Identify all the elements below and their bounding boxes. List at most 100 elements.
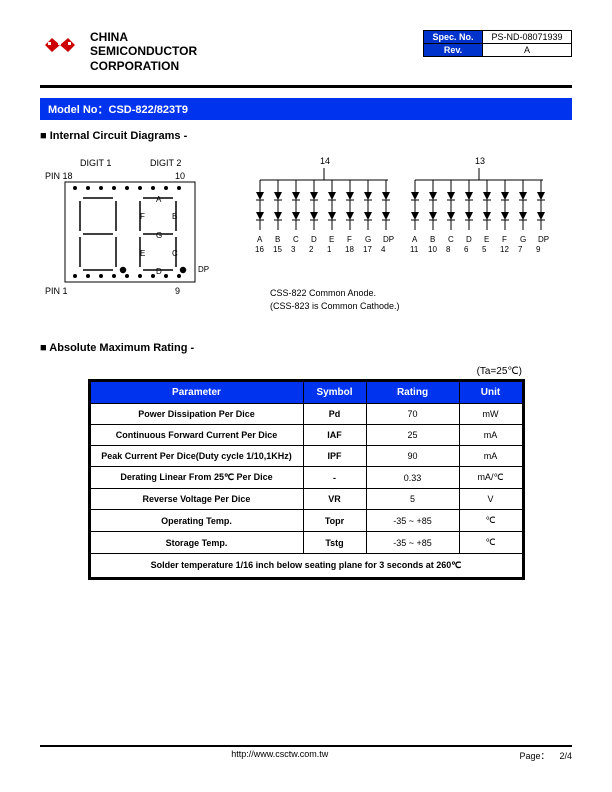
ratings-table: Parameter Symbol Rating Unit Power Dissi… [90, 381, 523, 578]
pin1-label: PIN 1 [45, 286, 68, 296]
cell-rating: 25 [366, 425, 459, 446]
pin10-label: 10 [175, 171, 185, 181]
solder-row: Solder temperature 1/16 inch below seati… [90, 554, 522, 578]
logo-icon [40, 30, 80, 60]
top-pins [73, 186, 181, 190]
svg-text:2: 2 [309, 245, 314, 254]
svg-text:6: 6 [464, 245, 469, 254]
cell-unit: mA/℃ [459, 467, 522, 489]
circuit-note1: CSS-822 Common Anode. [270, 287, 572, 300]
header-rule [40, 85, 572, 88]
svg-text:D: D [156, 267, 162, 276]
footer: http://www.csctw.com.tw Page： 2/4 [40, 745, 572, 762]
section-diagrams-title: Internal Circuit Diagrams - [40, 130, 572, 142]
cell-rating: 70 [366, 404, 459, 425]
svg-text:E: E [329, 235, 334, 244]
table-row: Peak Current Per Dice(Duty cycle 1/10,1K… [90, 446, 522, 467]
svg-text:1: 1 [327, 245, 332, 254]
svg-text:D: D [466, 235, 472, 244]
circuit-note: CSS-822 Common Anode. (CSS-823 is Common… [250, 287, 572, 312]
ta-note: (Ta=25℃) [40, 366, 522, 377]
cell-param: Reverse Voltage Per Dice [90, 489, 303, 510]
svg-text:B: B [430, 235, 435, 244]
spec-no-label: Spec. No. [424, 31, 483, 44]
svg-text:11: 11 [410, 245, 419, 254]
svg-text:DP: DP [383, 235, 394, 244]
th-param: Parameter [90, 382, 303, 404]
company-line1: CHINA [90, 30, 197, 44]
pin18-label: PIN 18 [45, 171, 73, 181]
rev-value: A [483, 44, 572, 57]
cell-unit: V [459, 489, 522, 510]
cell-unit: mA [459, 425, 522, 446]
header-left: CHINA SEMICONDUCTOR CORPORATION [40, 30, 197, 73]
svg-text:A: A [257, 235, 263, 244]
th-symbol: Symbol [303, 382, 366, 404]
cell-rating: 5 [366, 489, 459, 510]
svg-text:F: F [347, 235, 352, 244]
cell-rating: 90 [366, 446, 459, 467]
cell-param: Continuous Forward Current Per Dice [90, 425, 303, 446]
svg-text:17: 17 [363, 245, 372, 254]
circuit-note2: (CSS-823 is Common Cathode.) [270, 300, 572, 313]
cell-param: Power Dissipation Per Dice [90, 404, 303, 425]
rev-label: Rev. [424, 44, 483, 57]
table-row: Derating Linear From 25℃ Per Dice - 0.33… [90, 467, 522, 489]
svg-text:G: G [520, 235, 526, 244]
table-row: Operating Temp. Topr -35 ~ +85 ℃ [90, 510, 522, 532]
cell-param: Operating Temp. [90, 510, 303, 532]
svg-text:C: C [448, 235, 454, 244]
svg-text:C: C [293, 235, 299, 244]
header: CHINA SEMICONDUCTOR CORPORATION Spec. No… [40, 30, 572, 73]
th-rating: Rating [366, 382, 459, 404]
cell-unit: mW [459, 404, 522, 425]
cell-symbol: VR [303, 489, 366, 510]
cell-symbol: Pd [303, 404, 366, 425]
spec-no-value: PS-ND-08071939 [483, 31, 572, 44]
th-unit: Unit [459, 382, 522, 404]
svg-text:DP: DP [198, 265, 209, 274]
svg-text:10: 10 [428, 245, 437, 254]
cell-symbol: Topr [303, 510, 366, 532]
svg-text:3: 3 [291, 245, 296, 254]
svg-text:12: 12 [500, 245, 509, 254]
company-name: CHINA SEMICONDUCTOR CORPORATION [90, 30, 197, 73]
svg-text:9: 9 [536, 245, 541, 254]
svg-text:DP: DP [538, 235, 549, 244]
cell-unit: ℃ [459, 532, 522, 554]
cell-symbol: - [303, 467, 366, 489]
package-diagram: DIGIT 1 DIGIT 2 PIN 18 10 [40, 154, 230, 312]
section-ratings-title: Absolute Maximum Rating - [40, 342, 572, 354]
company-line2: SEMICONDUCTOR [90, 44, 197, 58]
cell-param: Peak Current Per Dice(Duty cycle 1/10,1K… [90, 446, 303, 467]
bottom-pins [73, 274, 181, 278]
ratings-border: Parameter Symbol Rating Unit Power Dissi… [88, 379, 525, 580]
digit2-label: DIGIT 2 [150, 158, 181, 168]
table-row: Storage Temp. Tstg -35 ~ +85 ℃ [90, 532, 522, 554]
digit1-label: DIGIT 1 [80, 158, 111, 168]
table-row: Power Dissipation Per Dice Pd 70 mW [90, 404, 522, 425]
svg-text:18: 18 [345, 245, 354, 254]
table-row: Continuous Forward Current Per Dice IAF … [90, 425, 522, 446]
svg-text:5: 5 [482, 245, 487, 254]
cell-unit: ℃ [459, 510, 522, 532]
solder-note: Solder temperature 1/16 inch below seati… [90, 554, 522, 578]
svg-text:D: D [311, 235, 317, 244]
footer-url: http://www.csctw.com.tw [231, 749, 328, 762]
footer-rule [40, 745, 572, 747]
cell-symbol: IAF [303, 425, 366, 446]
table-row: Reverse Voltage Per Dice VR 5 V [90, 489, 522, 510]
spec-table: Spec. No. PS-ND-08071939 Rev. A [423, 30, 572, 57]
svg-text:15: 15 [273, 245, 282, 254]
circuit-top1: 14 [320, 156, 330, 166]
circuit-diagram: 14 13 A16B15C3D2E1F18G17DP4 A11B10C8D6E5… [250, 154, 572, 312]
svg-text:C: C [172, 249, 178, 258]
svg-text:4: 4 [381, 245, 386, 254]
svg-text:G: G [365, 235, 371, 244]
svg-text:F: F [140, 212, 145, 221]
pin9-label: 9 [175, 286, 180, 296]
page: CHINA SEMICONDUCTOR CORPORATION Spec. No… [0, 0, 612, 792]
circuit-top2: 13 [475, 156, 485, 166]
svg-text:A: A [156, 195, 162, 204]
footer-page: Page： 2/4 [519, 749, 572, 762]
